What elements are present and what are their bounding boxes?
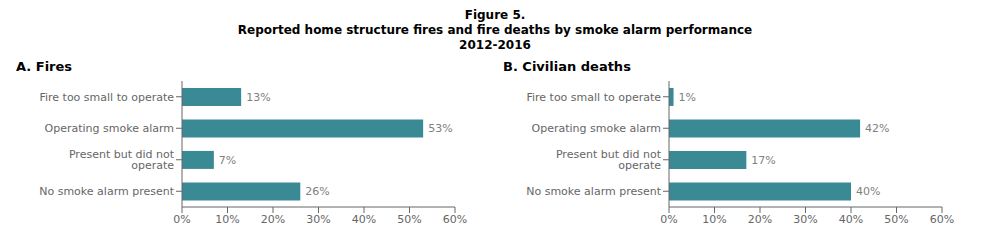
svg-text:20%: 20%	[748, 213, 772, 226]
svg-text:Operating smoke alarm: Operating smoke alarm	[532, 122, 662, 135]
svg-text:30%: 30%	[793, 213, 817, 226]
html-text:Figure 5.: Figure 5.	[464, 8, 526, 22]
svg-text:50%: 50%	[397, 213, 421, 226]
svg-text:40%: 40%	[856, 185, 880, 198]
svg-text:42%: 42%	[865, 122, 889, 135]
html-text:Reported home structure fires: Reported home structure fires and fire d…	[237, 23, 753, 37]
svg-text:40%: 40%	[839, 213, 863, 226]
svg-text:0%: 0%	[173, 213, 190, 226]
svg-text:No smoke alarm present: No smoke alarm present	[526, 185, 661, 198]
svg-text:60%: 60%	[930, 213, 954, 226]
svg-text:17%: 17%	[751, 154, 775, 167]
html-text:B. Civilian deaths: B. Civilian deaths	[503, 59, 631, 74]
svg-text:0%: 0%	[660, 213, 677, 226]
svg-text:Present but did notoperate: Present but did notoperate	[556, 148, 662, 172]
svg-text:26%: 26%	[305, 185, 329, 198]
svg-text:No smoke alarm present: No smoke alarm present	[39, 185, 174, 198]
svg-text:40%: 40%	[352, 213, 376, 226]
svg-text:Fire too small to operate: Fire too small to operate	[526, 91, 661, 104]
svg-text:Operating smoke alarm: Operating smoke alarm	[45, 122, 175, 135]
html-text:2012-2016: 2012-2016	[459, 38, 531, 52]
svg-text:Fire too small to operate: Fire too small to operate	[39, 91, 174, 104]
svg-text:60%: 60%	[443, 213, 467, 226]
svg-text:30%: 30%	[306, 213, 330, 226]
html-text:A. Fires: A. Fires	[16, 59, 73, 74]
svg-text:1%: 1%	[679, 91, 696, 104]
svg-text:13%: 13%	[246, 91, 270, 104]
svg-text:10%: 10%	[702, 213, 726, 226]
svg-text:7%: 7%	[219, 154, 236, 167]
svg-text:50%: 50%	[884, 213, 908, 226]
svg-text:10%: 10%	[215, 213, 239, 226]
svg-text:20%: 20%	[261, 213, 285, 226]
svg-text:53%: 53%	[428, 122, 452, 135]
svg-text:Present but did notoperate: Present but did notoperate	[69, 148, 175, 172]
